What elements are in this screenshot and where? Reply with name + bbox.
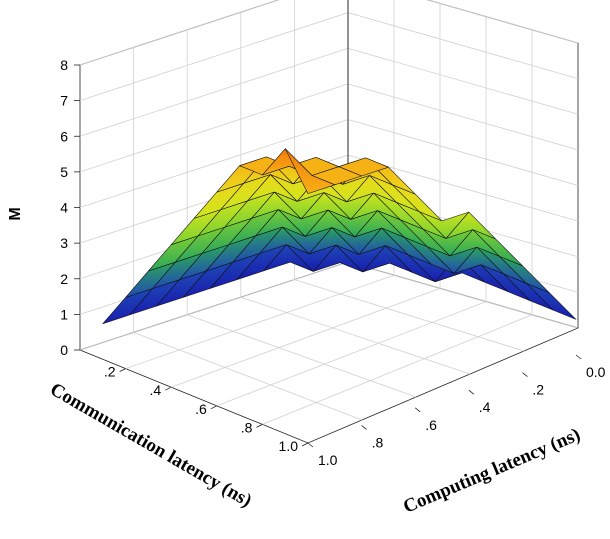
z-tick-label: 7	[60, 93, 68, 109]
z-tick-label: 2	[60, 271, 68, 287]
x-axis-ticks: 0.0 .2 .4 .6 .8 1.0	[307, 354, 606, 468]
z-tick-label: 4	[60, 200, 68, 216]
y-tick-label: 1.0	[279, 438, 299, 454]
x-tick-label: 0.0	[586, 364, 606, 380]
x-tick-mark	[361, 425, 367, 430]
floor-gridline	[216, 301, 487, 407]
surface-cell	[284, 148, 336, 194]
floor-gridline	[262, 314, 533, 425]
floor-gridline	[294, 279, 525, 352]
y-tick-label: .2	[104, 364, 116, 380]
y-tick-mark	[256, 424, 263, 428]
wall-gridline	[79, 0, 579, 66]
x-tick-mark	[307, 442, 314, 448]
z-tick-label: 8	[60, 57, 68, 73]
x-tick-label: .2	[532, 382, 544, 398]
x-tick-label: .8	[372, 434, 384, 450]
y-tick-mark	[165, 386, 172, 391]
x-tick-mark	[575, 354, 582, 360]
floor-gridline	[125, 274, 395, 369]
back-walls	[78, 0, 580, 444]
floor-gridline	[133, 332, 363, 421]
x-tick-mark	[468, 389, 475, 395]
y-tick-label: .6	[195, 401, 207, 417]
y-axis-ticks: .2 .4 .6 .8 1.0	[104, 364, 309, 454]
z-tick-label: 1	[60, 306, 68, 322]
floor-gridline	[171, 288, 441, 388]
floor-gridline	[240, 296, 471, 375]
x-tick-label: .4	[479, 399, 491, 415]
y-tick-label: .8	[241, 419, 253, 435]
x-tick-mark	[414, 407, 421, 413]
x-tick-mark	[522, 372, 528, 377]
z-tick-label: 6	[60, 128, 68, 144]
z-axis-ticks: 0 1 2 3 4 5 6 7 8	[60, 57, 80, 358]
floor-gridline	[187, 314, 417, 398]
y-tick-mark	[119, 368, 126, 372]
z-axis-label: M	[7, 207, 24, 220]
x-tick-label: .6	[425, 417, 437, 433]
y-tick-mark	[301, 442, 309, 447]
x-axis-label: Computing latency (ns)	[400, 424, 583, 518]
z-tick-label: 3	[60, 235, 68, 251]
y-tick-label: .4	[150, 382, 162, 398]
x-tick-label: 1.0	[318, 452, 338, 468]
surface-mesh	[102, 148, 577, 325]
z-tick-label: 5	[60, 164, 68, 180]
y-tick-mark	[210, 405, 217, 410]
z-tick-label: 0	[60, 342, 68, 358]
